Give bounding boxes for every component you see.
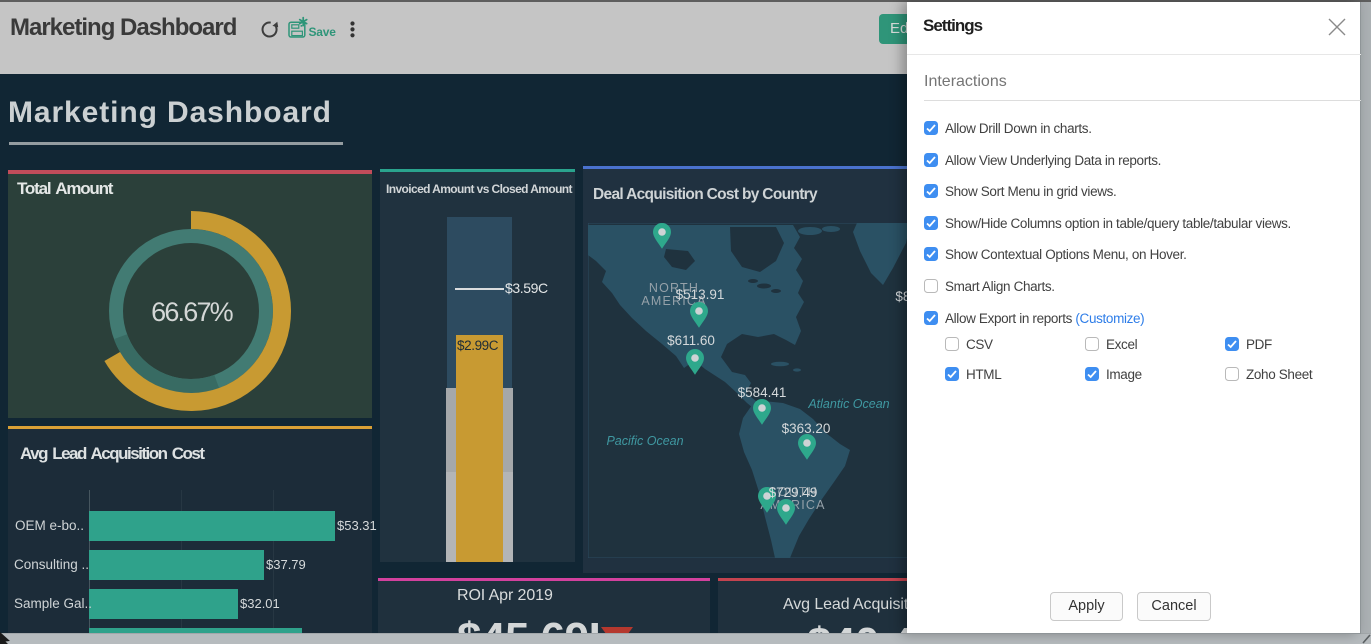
svg-text:$729.49: $729.49	[769, 485, 818, 500]
svg-text:NORTH: NORTH	[649, 281, 699, 295]
svg-text:$363.20: $363.20	[782, 421, 831, 436]
svg-text:AMERICA: AMERICA	[641, 294, 706, 308]
svg-text:$513.91: $513.91	[676, 287, 725, 302]
svg-text:SOUTH: SOUTH	[768, 485, 818, 499]
svg-text:Pacific Ocean: Pacific Ocean	[606, 434, 683, 448]
svg-text:Atlantic Ocean: Atlantic Ocean	[807, 397, 889, 411]
svg-text:$584.41: $584.41	[738, 385, 787, 400]
svg-text:$611.60: $611.60	[667, 333, 715, 348]
